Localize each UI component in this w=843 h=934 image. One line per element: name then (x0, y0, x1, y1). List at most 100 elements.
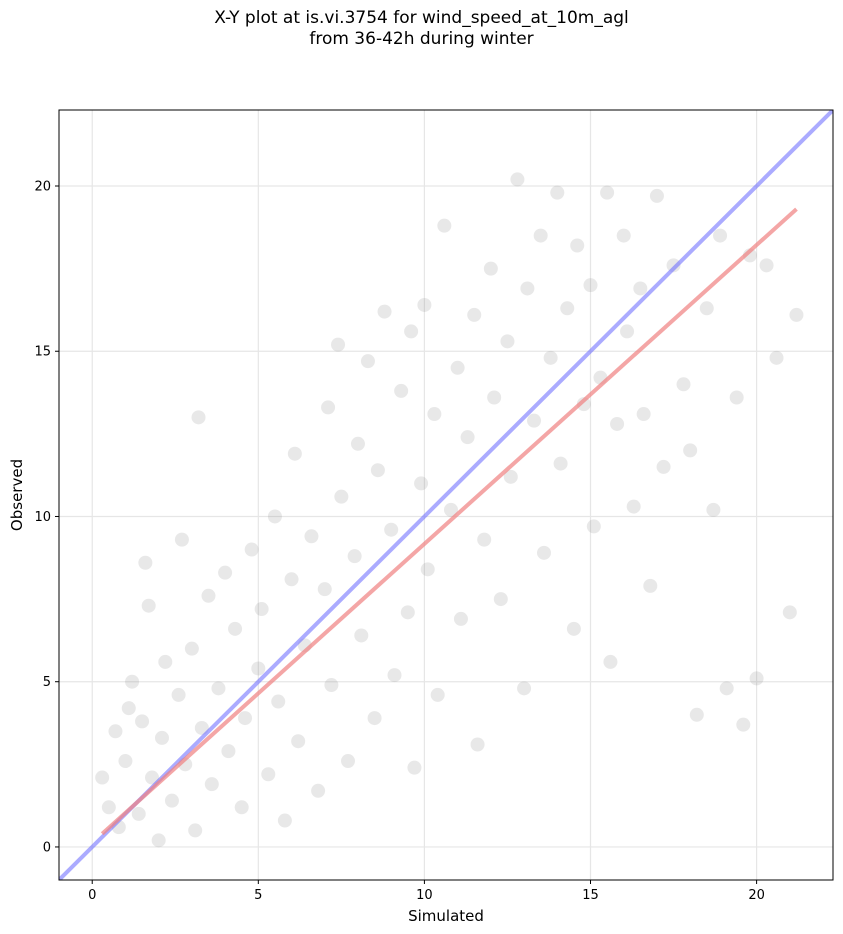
data-point (759, 258, 774, 273)
data-point (360, 354, 375, 369)
data-point (211, 681, 226, 696)
data-point (347, 549, 362, 564)
identity-line (59, 110, 833, 880)
x-tick-label: 5 (254, 888, 262, 903)
data-point (510, 172, 525, 187)
chart-title: X-Y plot at is.vi.3754 for wind_speed_at… (0, 8, 843, 50)
data-point (517, 681, 532, 696)
data-point (566, 621, 581, 636)
data-point (321, 400, 336, 415)
data-point (204, 777, 219, 792)
data-point (284, 572, 299, 587)
data-point (125, 674, 140, 689)
x-axis-ticks: 0 5 10 15 20 (88, 880, 765, 903)
data-point (467, 307, 482, 322)
data-point (789, 307, 804, 322)
regression-line (100, 207, 798, 836)
data-point (121, 701, 136, 716)
data-point (477, 532, 492, 547)
data-point (586, 519, 601, 534)
data-point (184, 641, 199, 656)
y-axis-label: Observed (8, 459, 26, 531)
data-point (633, 281, 648, 296)
data-point (145, 770, 160, 785)
data-point (736, 717, 751, 732)
data-point (191, 410, 206, 425)
data-point (244, 542, 259, 557)
data-point (108, 724, 123, 739)
data-point (101, 800, 116, 815)
data-point (626, 499, 641, 514)
data-point (174, 532, 189, 547)
data-point (427, 407, 442, 422)
reference-lines (59, 110, 833, 880)
data-point (583, 278, 598, 293)
data-point (350, 436, 365, 451)
data-point (503, 469, 518, 484)
data-point (334, 489, 349, 504)
chart-title-line-1: X-Y plot at is.vi.3754 for wind_speed_at… (214, 8, 629, 28)
data-point (151, 833, 166, 848)
data-point (643, 578, 658, 593)
data-point (370, 463, 385, 478)
data-point (443, 502, 458, 517)
y-tick-label: 10 (34, 510, 51, 525)
data-point (450, 360, 465, 375)
data-point (154, 730, 169, 745)
data-point (394, 383, 409, 398)
data-point (221, 744, 236, 759)
data-point (118, 754, 133, 769)
data-point (377, 304, 392, 319)
data-point (158, 654, 173, 669)
data-point (493, 592, 508, 607)
data-point (782, 605, 797, 620)
data-point (141, 598, 156, 613)
data-point (610, 416, 625, 431)
data-point (201, 588, 216, 603)
data-point (453, 611, 468, 626)
data-point (483, 261, 498, 276)
x-axis-label: Simulated (408, 907, 484, 925)
data-point (304, 529, 319, 544)
data-point (689, 707, 704, 722)
data-point (719, 681, 734, 696)
x-tick-label: 20 (748, 888, 765, 903)
data-point (317, 582, 332, 597)
data-point (354, 628, 369, 643)
data-point (277, 813, 292, 828)
data-point (600, 185, 615, 200)
data-point (188, 823, 203, 838)
data-point (666, 258, 681, 273)
data-point (437, 218, 452, 233)
data-point (553, 456, 568, 471)
data-point (616, 228, 631, 243)
data-point (367, 711, 382, 726)
y-tick-label: 15 (34, 345, 51, 360)
data-point (254, 602, 269, 617)
data-point (404, 324, 419, 339)
data-point (341, 754, 356, 769)
data-point (570, 238, 585, 253)
data-point (576, 397, 591, 412)
data-point (131, 806, 146, 821)
data-point (384, 522, 399, 537)
data-point (417, 297, 432, 312)
data-point (271, 694, 286, 709)
y-tick-label: 0 (43, 840, 51, 855)
data-point (656, 459, 671, 474)
data-point (560, 301, 575, 316)
data-point (287, 446, 302, 461)
x-tick-label: 0 (88, 888, 96, 903)
data-point (603, 654, 618, 669)
data-point (387, 668, 402, 683)
data-point (234, 800, 249, 815)
data-point (164, 793, 179, 808)
data-point (261, 767, 276, 782)
data-point (407, 760, 422, 775)
y-axis-ticks: 0 5 10 15 20 (34, 180, 59, 855)
data-point (420, 562, 435, 577)
data-point (676, 377, 691, 392)
data-point (620, 324, 635, 339)
data-point (500, 334, 515, 349)
